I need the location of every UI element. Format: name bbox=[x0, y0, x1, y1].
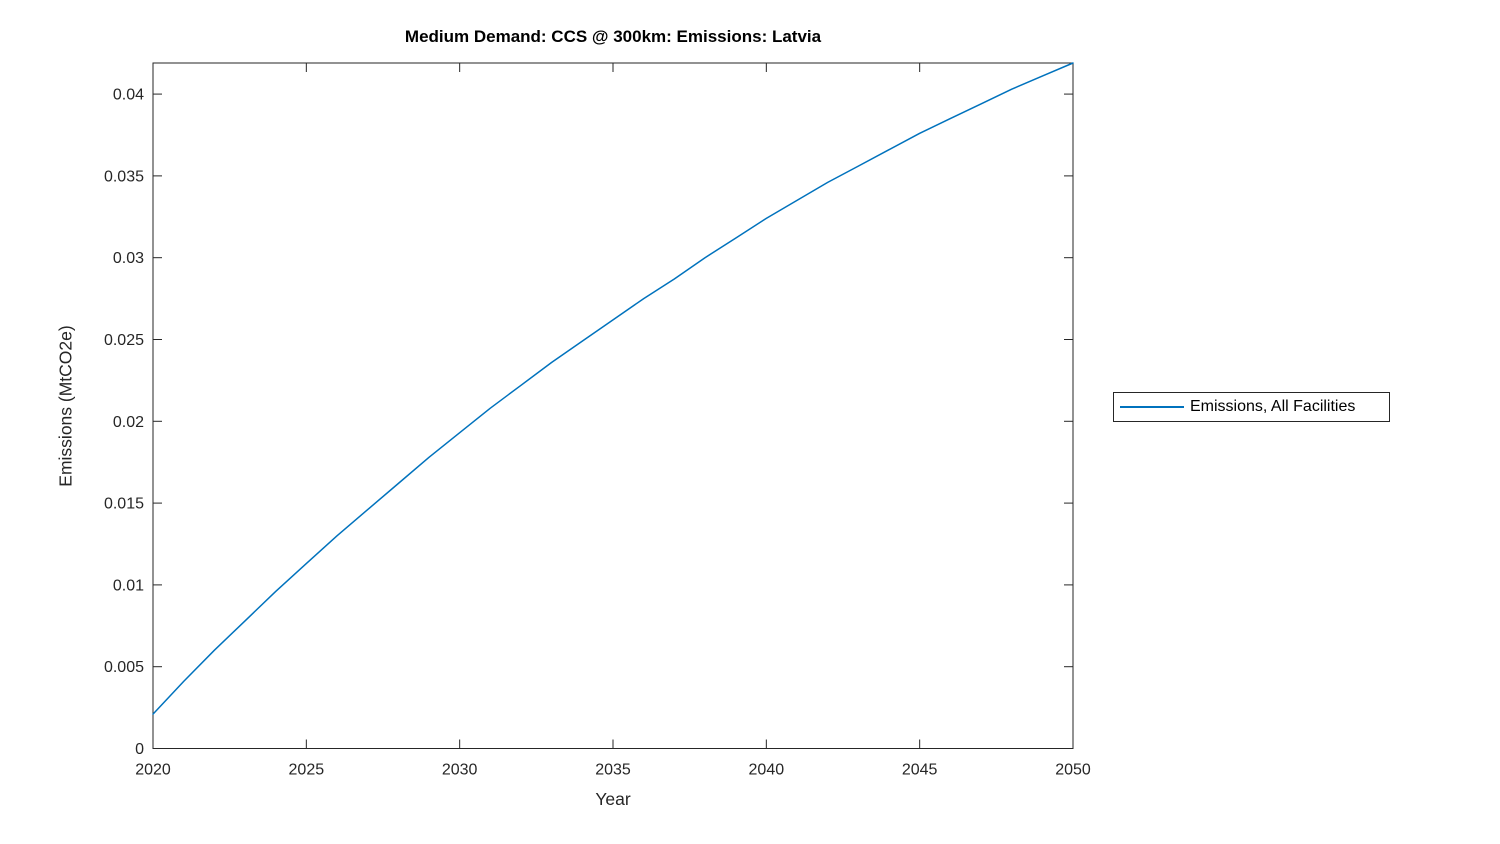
legend-entry-label: Emissions, All Facilities bbox=[1190, 398, 1356, 415]
x-tick-label: 2035 bbox=[595, 762, 631, 779]
x-tick-label: 2050 bbox=[1055, 762, 1091, 779]
chart-title: Medium Demand: CCS @ 300km: Emissions: L… bbox=[404, 27, 822, 46]
y-axis-ticks: 0 0.005 0.01 0.015 0.02 0.025 0.03 0.035 0.04 bbox=[104, 87, 1073, 758]
y-tick-label: 0.035 bbox=[104, 168, 144, 185]
x-tick-label: 2030 bbox=[442, 762, 478, 779]
y-tick-label: 0.04 bbox=[113, 87, 144, 104]
x-tick-label: 2040 bbox=[749, 762, 785, 779]
y-tick-label: 0.025 bbox=[104, 332, 144, 349]
legend-line-sample bbox=[1120, 406, 1184, 408]
x-tick-label: 2025 bbox=[289, 762, 325, 779]
y-tick-label: 0.01 bbox=[113, 577, 144, 594]
x-axis-label: Year bbox=[595, 789, 631, 809]
x-tick-label: 2020 bbox=[135, 762, 171, 779]
y-tick-label: 0.015 bbox=[104, 496, 144, 513]
y-tick-label: 0.005 bbox=[104, 659, 144, 676]
axes-box bbox=[152, 62, 1074, 749]
emissions-line bbox=[152, 62, 1074, 715]
y-axis-label: Emissions (MtCO2e) bbox=[55, 325, 76, 487]
x-axis-ticks: 2020 2025 2030 2035 2040 2045 2050 bbox=[135, 63, 1091, 779]
y-tick-label: 0.02 bbox=[113, 414, 144, 431]
x-tick-label: 2045 bbox=[902, 762, 938, 779]
y-tick-label: 0 bbox=[135, 741, 144, 758]
legend: Emissions, All Facilities bbox=[1113, 392, 1390, 422]
y-tick-label: 0.03 bbox=[113, 250, 144, 267]
